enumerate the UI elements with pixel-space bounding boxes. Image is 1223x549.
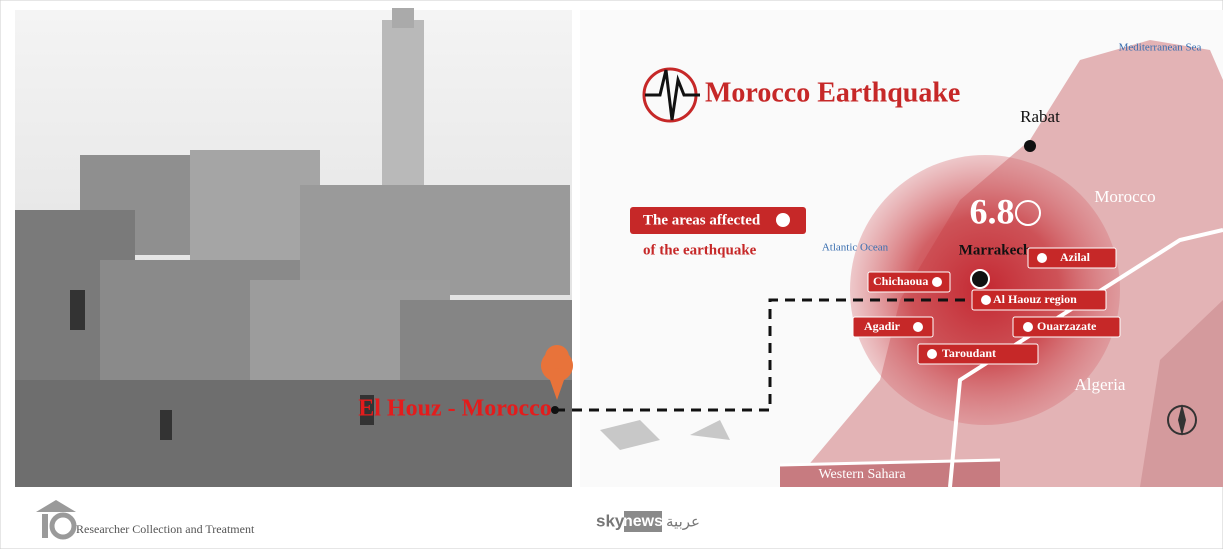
region-label: Al Haouz region	[993, 292, 1077, 306]
logo-sky: sky	[596, 511, 625, 530]
logo-news: news	[623, 513, 663, 530]
region-label: Ouarzazate	[1037, 319, 1097, 333]
infographic: El Houz - Morocco Morocco Earthquake Med…	[0, 0, 1223, 549]
epicenter	[971, 270, 989, 288]
connector-dot	[551, 406, 559, 414]
city-label: Marrakech	[959, 242, 1032, 258]
country-label: Morocco	[1094, 187, 1155, 206]
photo-caption: El Houz - Morocco	[358, 396, 552, 422]
region-label: Chichaoua	[873, 274, 928, 288]
legend-text: of the earthquake	[643, 242, 757, 258]
country-label: Algeria	[1075, 375, 1126, 394]
logo-arabic: عربية	[666, 513, 700, 531]
legend-icon	[776, 213, 790, 227]
city-label: Rabat	[1020, 107, 1060, 126]
magnitude: 6.8	[970, 191, 1015, 231]
city-dot	[1024, 140, 1036, 152]
credit: Researcher Collection and Treatment	[76, 522, 255, 536]
country-label: Western Sahara	[818, 467, 906, 482]
title: Morocco Earthquake	[705, 77, 960, 108]
region-label: Agadir	[864, 319, 901, 333]
region-label: Taroudant	[942, 346, 996, 360]
region-label: Azilal	[1060, 250, 1091, 264]
sea-label: Atlantic Ocean	[822, 242, 889, 254]
legend-text: The areas affected	[643, 212, 761, 228]
sea-label: Mediterranean Sea	[1119, 42, 1202, 54]
